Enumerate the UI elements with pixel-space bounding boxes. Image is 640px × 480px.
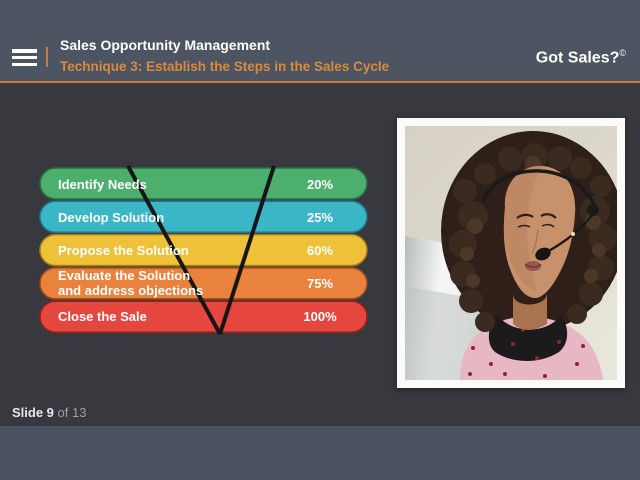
svg-text:and address objections: and address objections xyxy=(58,283,203,298)
svg-text:25%: 25% xyxy=(307,210,333,225)
svg-text:Close the Sale: Close the Sale xyxy=(58,309,147,324)
svg-text:Evaluate the Solution: Evaluate the Solution xyxy=(58,268,190,283)
svg-text:75%: 75% xyxy=(307,276,333,291)
svg-text:20%: 20% xyxy=(307,177,333,192)
svg-text:60%: 60% xyxy=(307,243,333,258)
svg-text:100%: 100% xyxy=(303,309,337,324)
svg-text:Identify Needs: Identify Needs xyxy=(58,177,147,192)
svg-text:Propose the Solution: Propose the Solution xyxy=(58,243,189,258)
svg-text:Develop Solution: Develop Solution xyxy=(58,210,164,225)
